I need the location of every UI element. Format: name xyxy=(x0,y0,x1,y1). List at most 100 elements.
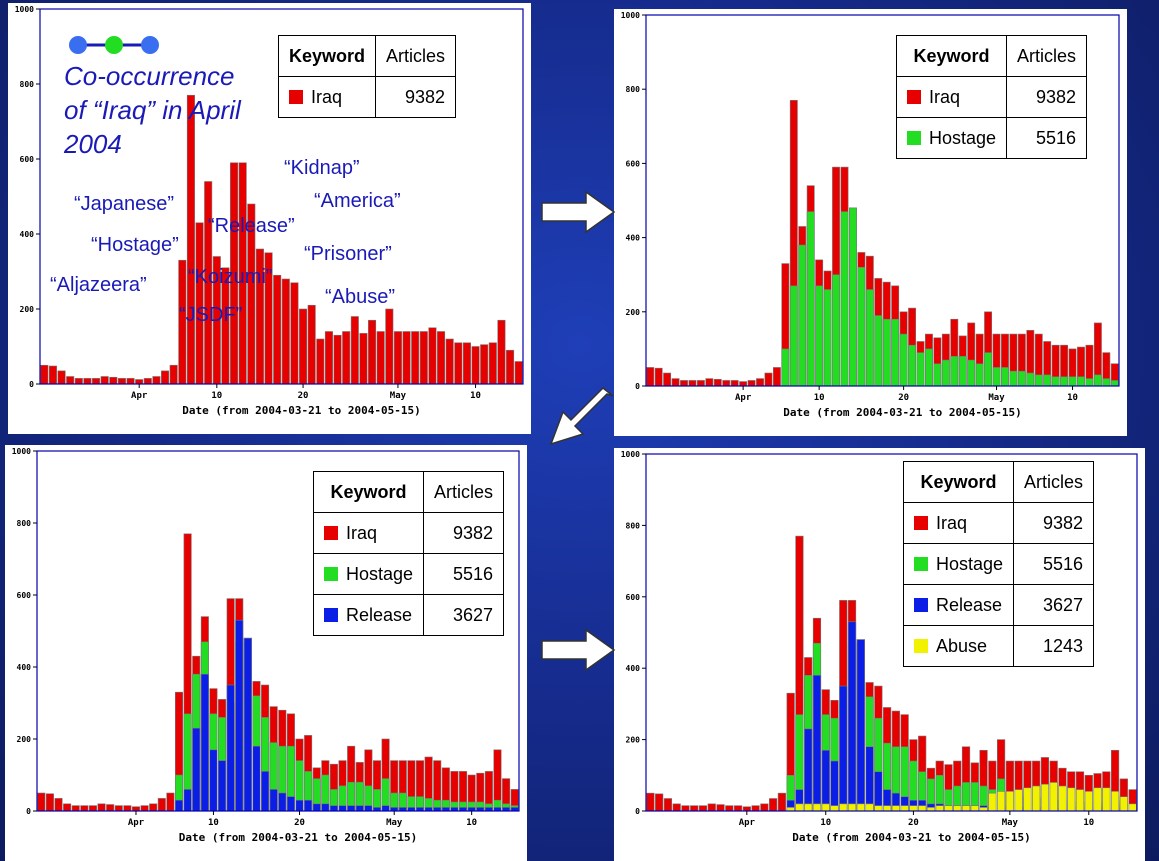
bar-iraq xyxy=(705,378,714,387)
bar-hostage xyxy=(1060,376,1069,387)
plot-frame xyxy=(39,8,524,385)
bar-iraq xyxy=(696,380,705,387)
legend-keyword-name: Abuse xyxy=(936,635,988,656)
bar-iraq xyxy=(698,805,708,812)
bar-iraq xyxy=(722,380,731,387)
bar-release xyxy=(812,675,822,812)
legend-table: Keyword Articles Iraq 9382 Hostage 5516 … xyxy=(902,461,1095,667)
legend-row-iraq: Iraq 9382 xyxy=(277,76,457,118)
legend-swatch-release xyxy=(324,607,338,622)
bar-iraq xyxy=(480,344,489,385)
bar-release xyxy=(286,796,295,812)
legend-articles-count: 9382 xyxy=(375,76,457,118)
x-tick-label: Apr xyxy=(128,818,145,828)
bar-iraq xyxy=(131,806,140,812)
bar-abuse xyxy=(1093,787,1102,812)
legend-header-row: Keyword Articles xyxy=(895,35,1088,77)
bar-hostage xyxy=(967,359,976,387)
bar-iraq xyxy=(88,805,97,812)
legend-swatch-iraq xyxy=(289,89,303,104)
bar-iraq xyxy=(655,793,664,812)
bar-release xyxy=(175,799,184,812)
bar-iraq xyxy=(324,331,333,385)
legend-keyword-name: Hostage xyxy=(929,127,997,148)
y-tick-label: 200 xyxy=(17,735,32,744)
diagonal-arrow-icon xyxy=(549,386,614,446)
bar-iraq xyxy=(290,282,299,385)
bar-release xyxy=(261,771,270,812)
legend-keyword-name: Release xyxy=(346,604,413,625)
bar-iraq xyxy=(671,378,680,387)
bar-hostage xyxy=(781,348,790,387)
legend-header-articles: Articles xyxy=(1013,461,1095,503)
bar-abuse xyxy=(1110,791,1120,812)
bar-iraq xyxy=(126,378,135,385)
legend-row-hostage: Hostage 5516 xyxy=(895,117,1088,159)
bar-iraq xyxy=(71,805,80,812)
y-tick-label: 200 xyxy=(626,736,641,745)
bar-hostage xyxy=(823,289,832,387)
bar-iraq xyxy=(149,803,158,812)
bar-release xyxy=(804,728,813,812)
bar-iraq xyxy=(106,804,115,812)
bar-iraq xyxy=(281,278,290,385)
bar-abuse xyxy=(865,803,874,812)
legend-keyword-name: Iraq xyxy=(346,522,378,543)
bar-iraq xyxy=(152,376,161,385)
bar-hostage xyxy=(798,244,807,387)
x-axis-label: Date (from 2004-03-21 to 2004-05-15) xyxy=(179,831,417,844)
annotation-aljazeera: “Aljazeera” xyxy=(50,274,147,296)
legend-articles-count: 3627 xyxy=(423,594,505,636)
bar-release xyxy=(355,805,364,812)
bar-hostage xyxy=(1085,378,1094,387)
bar-iraq xyxy=(117,378,126,385)
bar-iraq xyxy=(54,798,63,812)
bar-abuse xyxy=(1084,791,1093,812)
legend-swatch-iraq xyxy=(907,89,921,104)
y-tick-label: 800 xyxy=(17,519,32,528)
plot-frame xyxy=(645,14,1120,387)
bar-release xyxy=(252,745,261,812)
bar-iraq xyxy=(385,308,394,385)
bar-iraq xyxy=(157,798,166,812)
bar-release xyxy=(821,750,830,812)
bar-hostage xyxy=(832,274,840,387)
bar-iraq xyxy=(100,376,109,385)
plot-frame xyxy=(645,453,1138,812)
bar-abuse xyxy=(847,803,857,812)
bar-abuse xyxy=(1014,789,1023,812)
bar-abuse xyxy=(961,805,971,812)
legend-articles-count: 1243 xyxy=(1013,625,1095,667)
bar-iraq xyxy=(63,803,72,812)
bar-release xyxy=(347,805,356,812)
bar-iraq xyxy=(393,331,402,385)
x-axis-label: Date (from 2004-03-21 to 2004-05-15) xyxy=(792,831,1030,844)
legend-articles-count: 9382 xyxy=(1006,76,1088,118)
bar-iraq xyxy=(497,319,506,385)
x-tick-label: 10 xyxy=(1083,818,1094,828)
y-tick-label: 800 xyxy=(626,521,641,530)
bar-abuse xyxy=(891,805,900,812)
bar-hostage xyxy=(984,352,993,387)
annotation-abuse: “Abuse” xyxy=(325,286,396,308)
bar-hostage xyxy=(789,285,798,387)
bar-hostage xyxy=(975,363,984,387)
y-tick-label: 400 xyxy=(20,230,35,239)
annotation-japanese: “Japanese” xyxy=(74,193,175,215)
x-tick-label: 10 xyxy=(466,818,477,828)
x-tick-label: 20 xyxy=(908,818,919,828)
legend-table: Keyword Articles Iraq 9382 xyxy=(277,35,457,118)
bar-hostage xyxy=(1102,378,1111,387)
bar-release xyxy=(183,789,192,812)
legend-articles-count: 9382 xyxy=(1013,502,1095,544)
bar-iraq xyxy=(454,342,463,385)
bar-iraq xyxy=(45,793,54,812)
bar-iraq xyxy=(161,370,170,385)
bar-iraq xyxy=(739,381,748,387)
bar-hostage xyxy=(1026,372,1035,387)
bar-hostage xyxy=(857,266,866,387)
chart-panel-4: 0 200 400 600 800 1000 Apr 10 20 May 10 Date (from … xyxy=(614,448,1145,861)
bar-iraq xyxy=(760,803,769,812)
legend-swatch-iraq xyxy=(324,525,338,540)
legend-keyword-name: Release xyxy=(936,594,1003,615)
